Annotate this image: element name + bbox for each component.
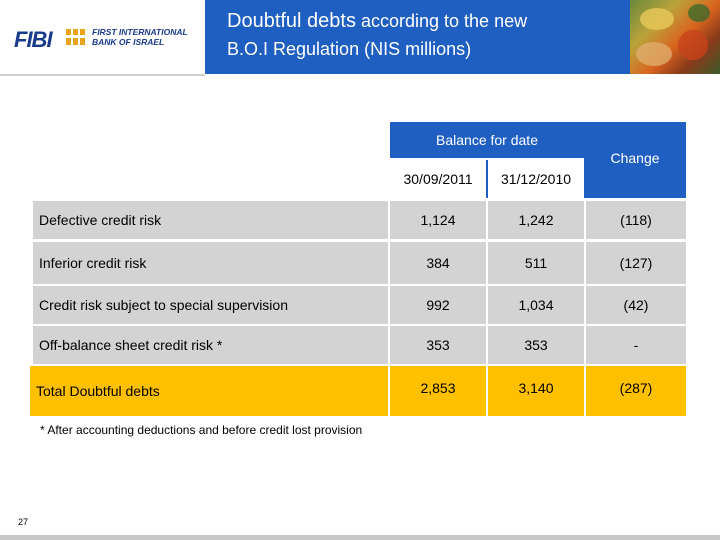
row-value-change: (118) bbox=[620, 212, 652, 228]
logo-abbrev: FIBI bbox=[14, 27, 53, 52]
logo-mark-icon bbox=[66, 29, 85, 45]
header-photo bbox=[630, 0, 720, 74]
group-header: Balance for date bbox=[390, 122, 584, 158]
row-value-change: (127) bbox=[619, 255, 653, 271]
title-line-2: B.O.I Regulation (NIS millions) bbox=[227, 39, 472, 59]
change-header: Change bbox=[584, 122, 686, 198]
logo-line-1: FIRST INTERNATIONAL bbox=[92, 27, 188, 37]
table-row: Credit risk subject to special supervisi… bbox=[33, 286, 686, 324]
row-value-change: (42) bbox=[623, 297, 649, 313]
row-value-2011: 2,853 bbox=[420, 380, 456, 396]
bottom-rule bbox=[0, 535, 720, 540]
slide-header: FIBI FIRST INTERNATIONAL BANK OF ISRAEL … bbox=[0, 0, 720, 76]
date-header-1: 30/09/2011 bbox=[390, 160, 486, 198]
title-band: Doubtful debts according to the new B.O.… bbox=[205, 0, 630, 74]
row-value-2011: 992 bbox=[426, 297, 450, 313]
page-number: 27 bbox=[18, 517, 29, 527]
bank-logo: FIBI FIRST INTERNATIONAL BANK OF ISRAEL bbox=[0, 0, 205, 76]
row-value-2011: 353 bbox=[426, 337, 450, 353]
date-header-2-label: 31/12/2010 bbox=[500, 171, 572, 187]
title-part-2: according to the new bbox=[355, 11, 528, 31]
group-header-label: Balance for date bbox=[436, 132, 538, 148]
date-header-1-label: 30/09/2011 bbox=[403, 171, 473, 187]
row-value-2010: 3,140 bbox=[518, 380, 554, 396]
logo-line-2: BANK OF ISRAEL bbox=[92, 37, 165, 47]
row-label: Off-balance sheet credit risk * bbox=[39, 337, 223, 353]
row-value-2010: 511 bbox=[524, 255, 548, 271]
title-line-1: Doubtful debts according to the new bbox=[227, 10, 527, 33]
row-label: Credit risk subject to special supervisi… bbox=[39, 297, 288, 313]
row-value-2010: 353 bbox=[524, 337, 548, 353]
table-row: Inferior credit risk 384 511 (127) bbox=[33, 242, 686, 284]
change-header-label: Change bbox=[610, 150, 660, 166]
row-label: Defective credit risk bbox=[39, 212, 162, 228]
row-value-change: - bbox=[633, 337, 639, 353]
table-row-total: Total Doubtful debts 2,853 3,140 (287) bbox=[30, 366, 686, 416]
date-header-2: 31/12/2010 bbox=[488, 160, 584, 198]
title-part-1: Doubtful debts bbox=[227, 10, 356, 32]
row-value-change: (287) bbox=[619, 380, 653, 396]
row-value-2011: 384 bbox=[426, 255, 450, 271]
row-value-2010: 1,034 bbox=[518, 297, 554, 313]
row-value-2010: 1,242 bbox=[518, 212, 554, 228]
table-row: Off-balance sheet credit risk * 353 353 … bbox=[33, 326, 686, 364]
logo-name: FIRST INTERNATIONAL BANK OF ISRAEL bbox=[92, 27, 188, 47]
footnote: * After accounting deductions and before… bbox=[40, 423, 363, 437]
table-row: Defective credit risk 1,124 1,242 (118) bbox=[33, 201, 686, 239]
row-label: Total Doubtful debts bbox=[36, 383, 160, 399]
row-value-2011: 1,124 bbox=[420, 212, 456, 228]
row-label: Inferior credit risk bbox=[39, 255, 147, 271]
